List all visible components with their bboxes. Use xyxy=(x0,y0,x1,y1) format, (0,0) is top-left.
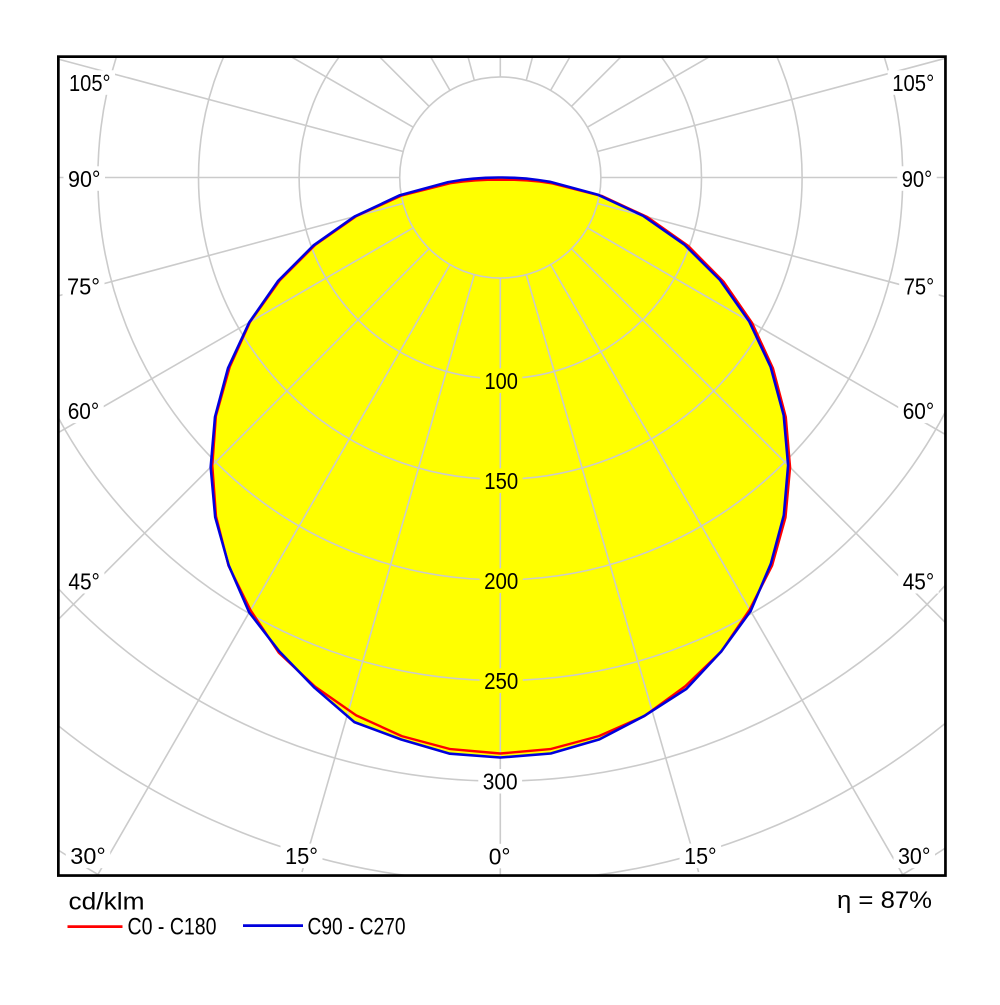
svg-text:45°: 45° xyxy=(903,569,935,595)
svg-text:60°: 60° xyxy=(68,398,100,424)
svg-text:15°: 15° xyxy=(285,843,318,869)
svg-text:150: 150 xyxy=(484,468,518,494)
svg-text:C90 - C270: C90 - C270 xyxy=(308,913,406,940)
svg-text:100: 100 xyxy=(485,368,518,394)
svg-text:90°: 90° xyxy=(68,166,101,192)
svg-text:60°: 60° xyxy=(903,398,935,424)
svg-text:30°: 30° xyxy=(70,843,105,869)
svg-text:η = 87%: η = 87% xyxy=(837,887,932,914)
svg-text:105°: 105° xyxy=(892,70,934,96)
svg-text:0°: 0° xyxy=(489,843,511,869)
svg-text:300: 300 xyxy=(483,769,518,795)
svg-text:cd/klm: cd/klm xyxy=(69,888,145,915)
svg-text:C0 - C180: C0 - C180 xyxy=(128,913,217,940)
svg-text:75°: 75° xyxy=(67,274,100,300)
svg-text:15°: 15° xyxy=(684,843,717,869)
svg-text:105°: 105° xyxy=(69,70,111,96)
svg-text:30°: 30° xyxy=(898,843,931,869)
svg-text:75°: 75° xyxy=(904,274,935,300)
svg-text:200: 200 xyxy=(484,568,518,594)
svg-text:250: 250 xyxy=(484,668,518,694)
svg-text:90°: 90° xyxy=(902,166,933,192)
svg-text:45°: 45° xyxy=(68,569,100,595)
